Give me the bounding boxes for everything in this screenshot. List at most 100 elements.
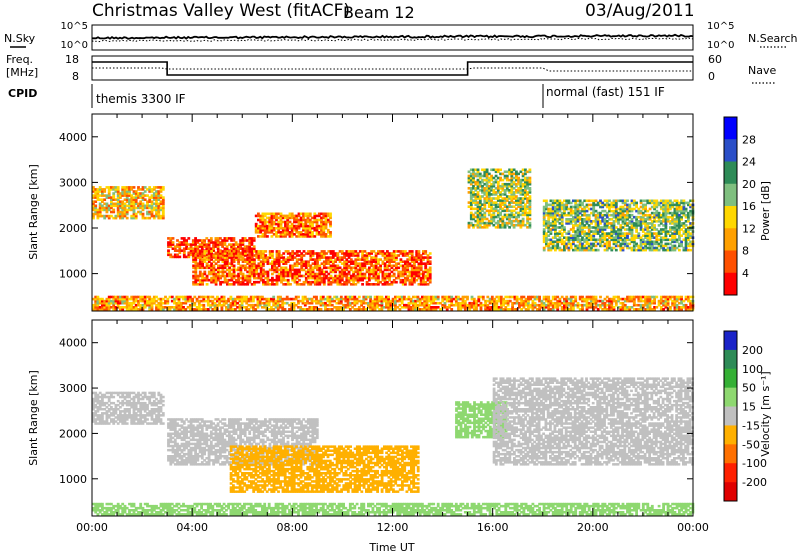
freq-tick-bottom: 8 (72, 70, 79, 83)
power-cell-4834 (450, 308, 453, 311)
power-cell-362 (162, 186, 165, 189)
power-cell-250 (142, 213, 145, 216)
power-cell-2349 (477, 169, 480, 172)
power-cell-634 (253, 237, 256, 240)
power-cell-2149 (411, 250, 414, 253)
date-label: 03/Aug/2011 (585, 1, 695, 21)
nave-trace (92, 68, 693, 71)
freq-unit-label: [MHz] (6, 66, 38, 79)
power-cell-2821 (529, 169, 532, 172)
power-cell-4694 (387, 296, 390, 299)
power-cell-129 (117, 186, 120, 189)
power-cell-3261 (597, 249, 600, 252)
frequency-trace (92, 62, 693, 75)
power-cell-393 (178, 256, 181, 259)
power-cell-2555 (499, 169, 502, 172)
nave-label: Nave (748, 64, 776, 77)
power-cell-870 (309, 213, 312, 216)
cpid-segment-2: normal (fast) 151 IF (546, 85, 665, 99)
power-cell-424 (187, 237, 190, 240)
power-cell-2802 (529, 218, 532, 221)
noise-tick-right-top: 10^5 (707, 21, 734, 32)
power-cell-4811 (437, 296, 440, 299)
power-cell-1397 (271, 250, 274, 253)
power-cell-4497 (297, 296, 300, 299)
power-cell-3580 (635, 202, 638, 205)
cpid-label: CPID (8, 87, 37, 100)
frequency-panel-frame (92, 56, 693, 80)
noise-tick-left-bottom: 10^0 (61, 40, 88, 51)
power-cell-4648 (369, 296, 372, 299)
power-cell-3713 (653, 224, 656, 227)
power-cell-380 (172, 241, 175, 244)
power-cell-2247 (429, 260, 432, 263)
power-cell-217 (133, 186, 136, 189)
power-cell-3400 (615, 249, 618, 252)
power-cell-168 (126, 217, 129, 220)
power-cell-3001 (563, 226, 566, 229)
cpid-panel: CPID themis 3300 IF normal (fast) 151 IF (8, 84, 665, 108)
power-cell-2248 (429, 256, 432, 259)
power-cell-2249 (429, 252, 432, 255)
power-cell-360 (162, 196, 165, 199)
power-heatmap (92, 169, 694, 311)
noise-tick-right-bottom: 10^0 (707, 40, 734, 51)
noise-tick-left-top: 10^5 (61, 21, 88, 32)
power-cell-3513 (626, 200, 629, 203)
power-cell-2859 (545, 200, 548, 203)
power-cell-4340 (223, 296, 226, 299)
power-cell-17 (94, 205, 97, 208)
power-cell-1064 (210, 250, 213, 253)
power-cell-381 (172, 237, 175, 240)
power-cell-4873 (466, 296, 469, 299)
power-cell-4472 (284, 308, 287, 311)
power-cell-1482 (289, 283, 292, 286)
power-cell-1139 (224, 250, 227, 253)
power-cell-3977 (685, 208, 688, 211)
power-cell-3909 (678, 249, 681, 252)
power-cell-2819 (529, 177, 532, 180)
power-cell-2046 (393, 273, 396, 276)
power-cell-2435 (486, 169, 489, 172)
power-cell-1472 (287, 279, 290, 282)
noise-panel: N.Sky N.Search 10^5 10^0 10^5 10^0 (4, 21, 798, 51)
nsearch-label: N.Search (748, 32, 798, 45)
power-cell-572 (233, 237, 236, 240)
power-cell-1434 (278, 250, 281, 253)
power-cell-4537 (320, 308, 323, 311)
frequency-panel: Freq. [MHz] 18 8 60 0 Nave (6, 53, 776, 83)
power-cell-2188 (418, 250, 421, 253)
nsky-label: N.Sky (4, 32, 36, 45)
power-cell-4905 (482, 296, 485, 299)
power-cell-4449 (272, 296, 275, 299)
power-cell-98 (112, 209, 115, 212)
power-cell-2815 (529, 187, 532, 190)
power-cell-950 (329, 213, 332, 216)
power-cell-2225 (424, 250, 427, 253)
power-cell-944 (329, 231, 332, 234)
power-cell-1023 (203, 271, 206, 274)
nave-tick-bottom: 0 (708, 70, 715, 83)
power-cell-4533 (315, 296, 318, 299)
power-cell-2245 (429, 267, 432, 270)
power-cell-4293 (202, 304, 205, 307)
freq-tick-top: 18 (65, 53, 79, 66)
nave-tick-top: 60 (708, 53, 722, 66)
chart-title: Christmas Valley West (fitACF) (92, 1, 350, 21)
power-cell-3996 (689, 249, 692, 252)
power-cell-1031 (206, 283, 209, 286)
power-cell-632 (253, 245, 256, 248)
power-cell-947 (329, 221, 332, 224)
power-cell-497 (210, 237, 213, 240)
power-cell-4623 (358, 296, 361, 299)
power-cell-1531 (298, 279, 301, 282)
power-cell-1364 (264, 250, 267, 253)
cpid-segment-1: themis 3300 IF (96, 92, 186, 106)
nsky-trace (92, 35, 693, 39)
power-cell-2739 (522, 218, 525, 221)
power-cell-1185 (233, 265, 236, 268)
power-cell-2055 (395, 281, 398, 284)
